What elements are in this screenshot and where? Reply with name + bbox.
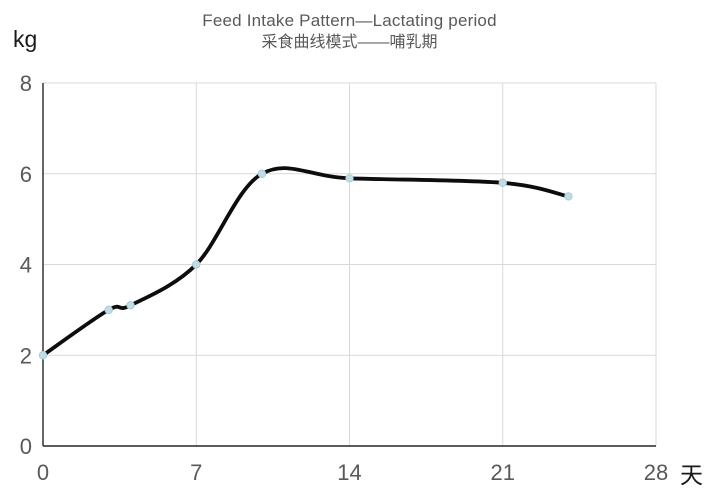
x-tick-label-21: 21 (491, 460, 515, 485)
feed-intake-curve (41, 166, 571, 358)
data-point-marker-day-3 (104, 305, 113, 315)
x-tick-label-28: 28 (644, 460, 668, 485)
data-point-marker-day-4 (126, 301, 135, 310)
data-point-marker-day-10 (257, 169, 267, 178)
y-axis-unit-label: kg (13, 26, 38, 52)
x-tick-label-0: 0 (37, 460, 49, 485)
x-axis-unit-label: 天 (680, 462, 703, 488)
y-tick-label-8: 8 (20, 71, 32, 96)
data-point-marker-day-0 (38, 351, 48, 360)
data-point-marker-day-24 (564, 192, 573, 201)
data-point-marker-day-21 (498, 178, 507, 188)
data-point-marker-day-7 (192, 260, 201, 269)
y-tick-label-2: 2 (20, 343, 32, 368)
data-point-marker-day-14 (345, 174, 354, 183)
y-tick-label-0: 0 (20, 434, 32, 459)
x-tick-label-7: 7 (190, 460, 202, 485)
x-tick-label-14: 14 (337, 460, 361, 485)
y-tick-label-4: 4 (20, 253, 32, 278)
y-tick-label-6: 6 (20, 162, 32, 187)
